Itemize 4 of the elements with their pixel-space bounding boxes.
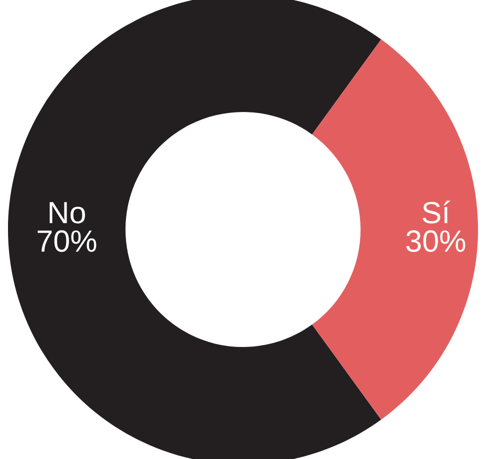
data-label: 30% [406, 230, 466, 252]
slice-label: No [50, 202, 85, 224]
data-label: 70% [38, 230, 96, 252]
slice-label: Sí [422, 200, 450, 224]
